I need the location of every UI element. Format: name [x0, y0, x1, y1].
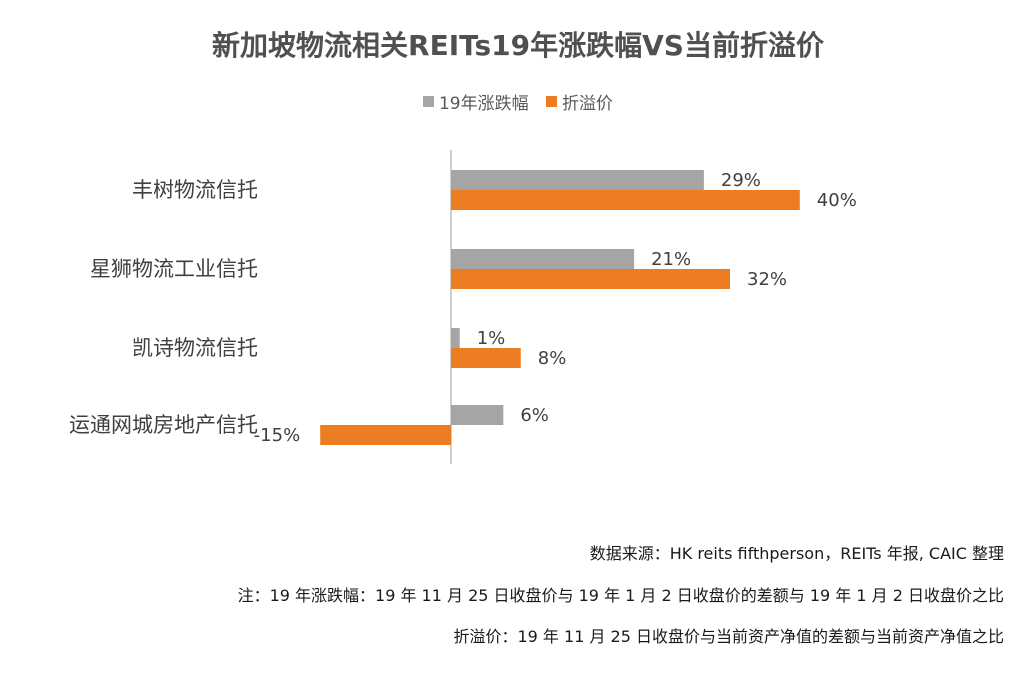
source-note: 数据来源：HK reits fifthperson，REITs 年报, CAIC… — [589, 544, 1004, 563]
category-label: 星狮物流工业信托 — [90, 257, 258, 281]
bar-change — [451, 170, 704, 190]
data-label: 21% — [651, 249, 691, 270]
bar-premium — [451, 269, 731, 289]
category-label: 凯诗物流信托 — [132, 336, 258, 360]
data-label: -15% — [254, 425, 301, 446]
data-label: 29% — [721, 170, 761, 191]
premium-definition-note: 折溢价：19 年 11 月 25 日收盘价与当前资产净值的差额与当前资产净值之比 — [453, 627, 1004, 646]
legend-item-change: 19年涨跌幅 — [422, 89, 529, 114]
data-label: 6% — [520, 405, 549, 426]
bar-premium — [451, 348, 521, 368]
legend-item-premium: 折溢价 — [546, 89, 613, 114]
chart-legend: 19年涨跌幅 折溢价 — [0, 89, 1036, 114]
data-label: 1% — [477, 328, 506, 349]
legend-label-change: 19年涨跌幅 — [438, 94, 529, 114]
bar-premium — [320, 425, 451, 445]
bar-change — [451, 328, 460, 348]
legend-swatch-change — [422, 96, 434, 107]
change-definition-note: 注：19 年涨跌幅：19 年 11 月 25 日收盘价与 19 年 1 月 2 … — [237, 586, 1004, 605]
data-label: 8% — [538, 348, 567, 369]
data-label: 40% — [817, 190, 857, 211]
category-label: 丰树物流信托 — [132, 178, 258, 202]
chart-title: 新加坡物流相关REITs19年涨跌幅VS当前折溢价 — [212, 29, 824, 62]
legend-label-premium: 折溢价 — [562, 94, 614, 114]
bar-premium — [451, 190, 800, 210]
bar-change — [451, 405, 504, 425]
data-label: 32% — [747, 269, 787, 290]
bar-change — [451, 249, 635, 269]
category-label: 运通网城房地产信托 — [69, 413, 258, 437]
legend-swatch-premium — [546, 96, 558, 107]
